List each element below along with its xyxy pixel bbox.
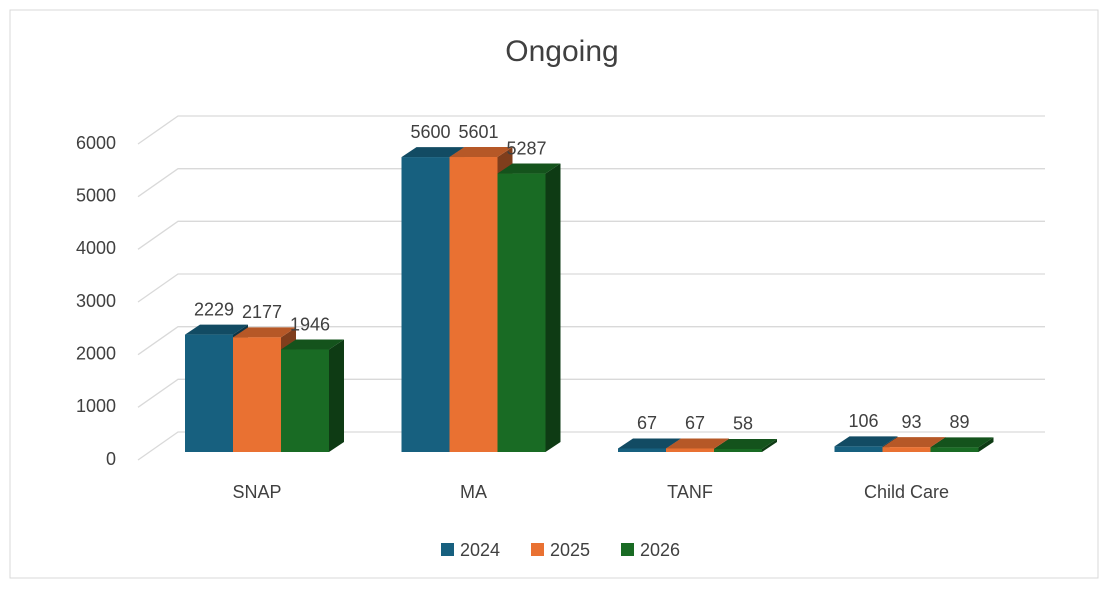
data-label: 2177 <box>242 302 282 322</box>
bar-top <box>281 339 344 350</box>
legend-swatch <box>441 543 454 556</box>
bar-side <box>329 339 344 452</box>
legend-label: 2024 <box>460 540 500 560</box>
bar-top <box>449 147 513 158</box>
bar <box>233 337 281 452</box>
chart-title: Ongoing <box>505 35 618 68</box>
bar <box>281 349 329 452</box>
data-label: 5600 <box>410 122 450 142</box>
bar <box>497 173 546 452</box>
bar-top <box>401 147 465 158</box>
x-tick-label: Child Care <box>864 482 949 502</box>
x-tick-label: TANF <box>667 482 713 502</box>
bar-top <box>233 327 296 338</box>
data-label: 67 <box>637 413 657 433</box>
x-tick-label: MA <box>460 482 487 502</box>
y-tick-label: 6000 <box>76 133 116 153</box>
bar-top <box>618 438 681 449</box>
grid-line <box>137 115 1045 145</box>
bar-side <box>545 163 561 452</box>
bar <box>930 447 979 452</box>
y-tick-label: 3000 <box>76 291 116 311</box>
bar <box>714 448 762 452</box>
grid-line <box>137 273 1045 303</box>
grid-line <box>137 431 1045 461</box>
y-tick-label: 0 <box>106 449 116 469</box>
data-label: 2229 <box>194 299 234 319</box>
bar-side <box>978 437 994 452</box>
data-label: 106 <box>848 411 878 431</box>
grid-line <box>137 220 1045 250</box>
grid-line <box>137 326 1045 356</box>
bar <box>834 446 883 452</box>
grid-line <box>137 378 1045 408</box>
bar-top <box>185 324 248 335</box>
bar <box>449 157 498 452</box>
bar-top <box>714 438 777 449</box>
data-label: 58 <box>733 414 753 434</box>
bar <box>401 157 450 453</box>
legend-swatch <box>621 543 634 556</box>
y-tick-label: 1000 <box>76 396 116 416</box>
legend-swatch <box>531 543 544 556</box>
bar <box>666 448 714 452</box>
data-label: 1946 <box>290 314 330 334</box>
bar-top <box>497 163 561 174</box>
bar <box>185 334 233 452</box>
y-tick-label: 4000 <box>76 238 116 258</box>
data-label: 89 <box>949 412 969 432</box>
bar <box>618 448 666 452</box>
data-label: 5601 <box>458 122 498 142</box>
data-label: 5287 <box>506 138 546 158</box>
bar-top <box>666 438 729 449</box>
y-tick-label: 5000 <box>76 185 116 205</box>
bar-side <box>762 438 777 452</box>
bar-top <box>882 437 946 448</box>
data-label: 93 <box>901 412 921 432</box>
grid-line <box>137 168 1045 198</box>
legend-label: 2025 <box>550 540 590 560</box>
bar <box>882 447 931 452</box>
x-tick-label: SNAP <box>232 482 281 502</box>
bar-top <box>834 436 898 447</box>
legend-label: 2026 <box>640 540 680 560</box>
bar-top <box>930 437 994 448</box>
data-label: 67 <box>685 413 705 433</box>
y-tick-label: 2000 <box>76 343 116 363</box>
